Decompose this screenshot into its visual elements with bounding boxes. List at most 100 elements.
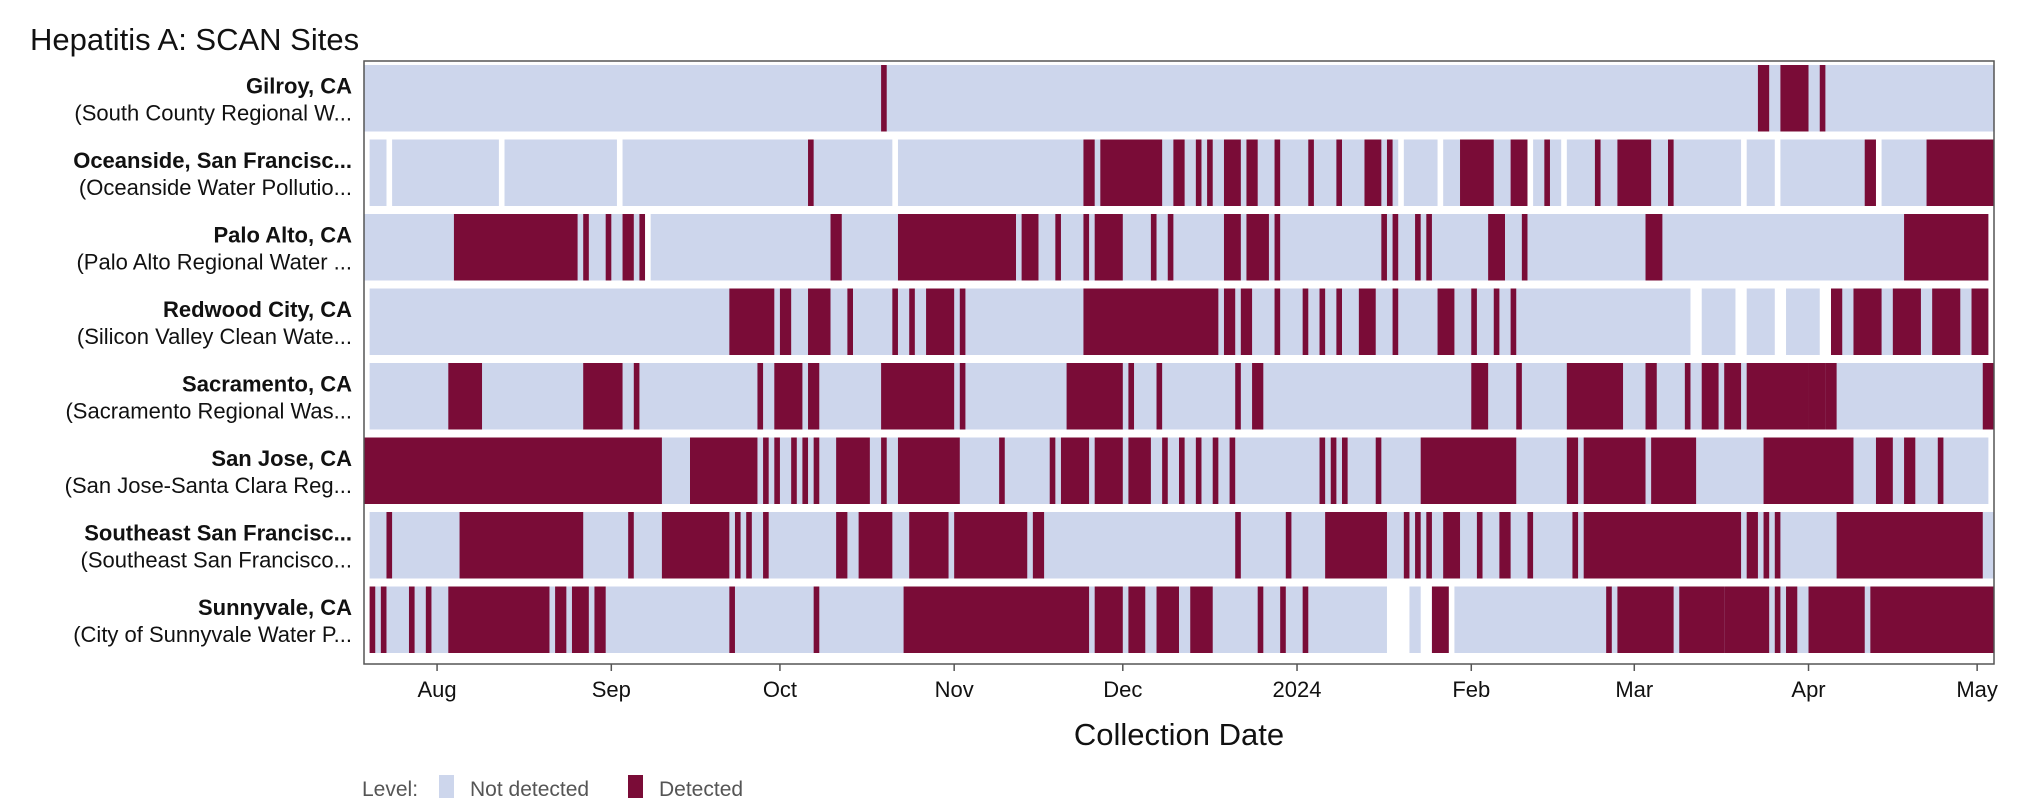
detected-band xyxy=(1128,586,1146,653)
detected-band xyxy=(1763,512,1770,579)
detected-band xyxy=(1651,437,1697,504)
detected-band xyxy=(1617,139,1652,206)
plot-frame xyxy=(363,60,1995,665)
detected-band xyxy=(1415,512,1421,579)
legend-title: Level: xyxy=(362,778,418,801)
site-facility-label: (City of Sunnyvale Water P... xyxy=(73,622,352,647)
detected-band xyxy=(1392,288,1399,355)
site-name-label: Palo Alto, CA xyxy=(213,222,352,247)
detected-band xyxy=(1583,437,1646,504)
detected-band xyxy=(892,288,898,355)
not-detected-band xyxy=(1786,288,1820,355)
detected-band xyxy=(453,214,578,281)
detected-band xyxy=(729,288,775,355)
detected-band xyxy=(1724,363,1742,430)
detected-band xyxy=(1780,65,1809,132)
detected-band xyxy=(1167,214,1174,281)
site-name-label: San Jose, CA xyxy=(211,446,352,471)
site-facility-label: (Southeast San Francisco... xyxy=(81,547,352,572)
detected-band xyxy=(897,437,960,504)
detected-band xyxy=(1285,512,1292,579)
x-tick-label: May xyxy=(1956,677,1998,702)
detected-band xyxy=(459,512,584,579)
not-detected-band xyxy=(1566,139,1742,206)
detected-band xyxy=(628,512,634,579)
detected-band xyxy=(881,437,887,504)
detected-band xyxy=(1645,214,1663,281)
detected-band xyxy=(622,214,634,281)
x-tick-label: Sep xyxy=(592,677,631,702)
detected-band xyxy=(858,512,893,579)
detected-band xyxy=(1212,437,1219,504)
detected-band xyxy=(594,586,606,653)
detected-band xyxy=(1403,512,1410,579)
detected-band xyxy=(1684,363,1691,430)
detected-band xyxy=(1386,139,1393,206)
detected-band xyxy=(1128,363,1135,430)
detected-band xyxy=(881,363,955,430)
detected-band xyxy=(1156,363,1163,430)
detected-band xyxy=(1982,363,1994,430)
detected-band xyxy=(1381,214,1387,281)
detected-band xyxy=(1786,586,1798,653)
not-detected-band xyxy=(1780,139,1876,206)
detected-band xyxy=(1892,288,1921,355)
detected-band xyxy=(1274,288,1281,355)
detected-band xyxy=(1521,214,1528,281)
detected-band xyxy=(1100,139,1163,206)
not-detected-band xyxy=(392,139,499,206)
detected-band xyxy=(1645,363,1657,430)
detected-band xyxy=(779,288,792,355)
detected-band xyxy=(847,288,853,355)
detected-band xyxy=(813,437,820,504)
detected-band xyxy=(1808,363,1826,430)
detected-band xyxy=(999,437,1005,504)
detected-band xyxy=(1819,65,1826,132)
detected-band xyxy=(791,437,797,504)
not-detected-band xyxy=(369,363,1994,430)
detected-band xyxy=(1420,437,1517,504)
detected-band xyxy=(1668,139,1674,206)
detected-band xyxy=(802,437,809,504)
detected-band xyxy=(1971,288,1989,355)
site-row-palo-alto-ca xyxy=(364,214,1989,281)
detected-band xyxy=(1415,214,1421,281)
detected-band xyxy=(1471,363,1489,430)
detected-band xyxy=(757,363,764,430)
detected-band xyxy=(605,214,612,281)
detected-band xyxy=(583,214,589,281)
detected-band xyxy=(1179,437,1185,504)
detected-band xyxy=(408,586,415,653)
not-detected-band xyxy=(650,214,1989,281)
detected-band xyxy=(774,363,803,430)
detected-band xyxy=(1864,139,1876,206)
legend-label-not-detected: Not detected xyxy=(470,778,589,801)
detected-band xyxy=(1431,586,1449,653)
detected-band xyxy=(1437,288,1455,355)
detected-band xyxy=(448,586,550,653)
detected-band xyxy=(1679,586,1725,653)
detected-band xyxy=(1488,214,1505,281)
site-name-label: Redwood City, CA xyxy=(163,297,352,322)
legend-swatch-not-detected xyxy=(439,775,454,798)
detected-band xyxy=(1701,363,1719,430)
detected-band xyxy=(369,586,376,653)
detected-band xyxy=(1774,512,1781,579)
not-detected-band xyxy=(504,139,617,206)
detected-band xyxy=(1274,139,1281,206)
site-facility-label: (San Jose-Santa Clara Reg... xyxy=(65,473,352,498)
site-name-label: Sunnyvale, CA xyxy=(198,595,352,620)
not-detected-band xyxy=(1746,139,1775,206)
detected-band xyxy=(639,214,646,281)
detected-band xyxy=(1808,586,1865,653)
site-row-sunnyvale-ca xyxy=(369,586,1994,653)
site-facility-label: (Sacramento Regional Was... xyxy=(65,398,352,423)
detected-band xyxy=(1336,139,1342,206)
detected-band xyxy=(1280,586,1286,653)
site-row-san-jose-ca xyxy=(364,437,1989,504)
detected-band xyxy=(1594,139,1601,206)
detected-band xyxy=(1246,139,1258,206)
detected-band xyxy=(1055,214,1061,281)
not-detected-band xyxy=(369,288,1691,355)
